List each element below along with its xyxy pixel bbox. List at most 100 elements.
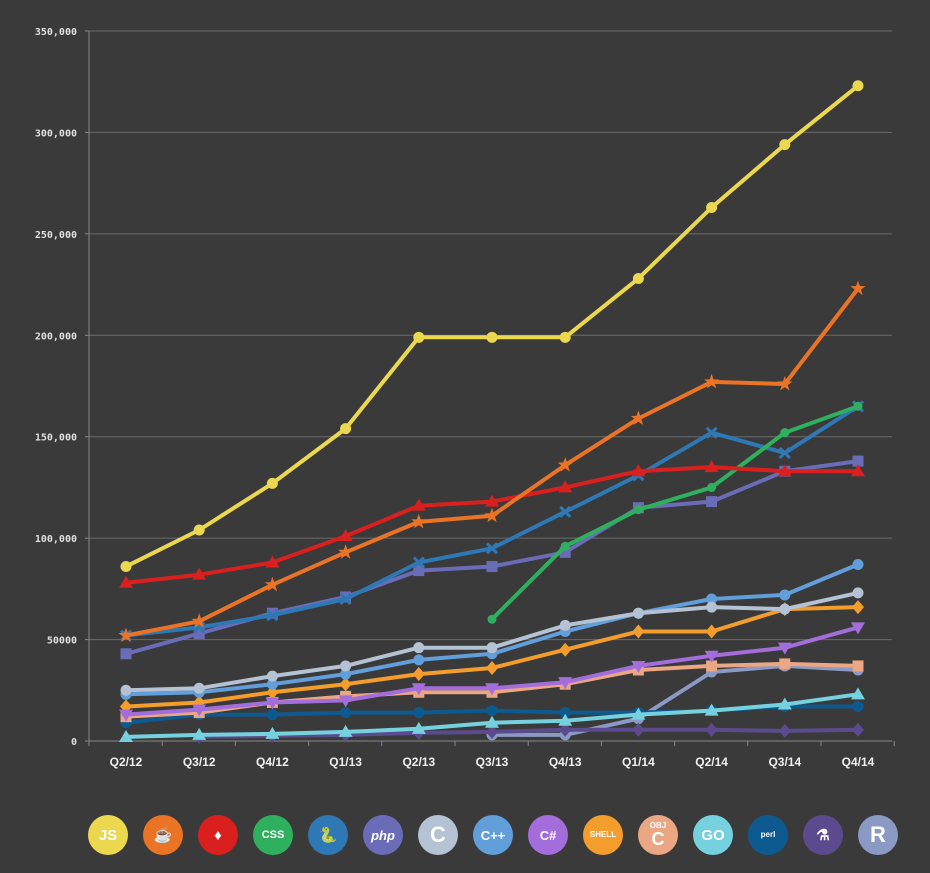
data-point bbox=[632, 722, 645, 737]
data-point bbox=[704, 650, 719, 663]
series-javascript bbox=[120, 80, 864, 573]
data-point bbox=[486, 660, 498, 675]
data-point bbox=[339, 592, 352, 606]
data-point bbox=[631, 464, 646, 477]
data-point bbox=[851, 622, 865, 635]
c-icon: C bbox=[430, 822, 446, 847]
series-css bbox=[487, 401, 863, 624]
data-point bbox=[411, 513, 427, 529]
data-point bbox=[338, 544, 354, 559]
series-line bbox=[199, 727, 859, 739]
data-point bbox=[485, 494, 499, 507]
data-point bbox=[413, 331, 425, 343]
line-chart: 0 50000 100,000 150,000 200,000 250,000 300,00… bbox=[35, 27, 895, 769]
data-point bbox=[778, 446, 791, 460]
data-point bbox=[265, 555, 280, 568]
data-point bbox=[779, 589, 791, 601]
data-point bbox=[192, 567, 207, 580]
y-tick-label: 100,000 bbox=[35, 534, 77, 545]
data-point bbox=[266, 709, 278, 721]
data-point bbox=[705, 426, 718, 439]
grid bbox=[89, 30, 892, 641]
series-line bbox=[492, 663, 859, 737]
data-point bbox=[412, 667, 425, 682]
legend-item-objective-c[interactable]: OBJ C bbox=[638, 815, 678, 855]
data-point bbox=[484, 507, 500, 523]
data-point bbox=[777, 642, 792, 655]
y-tick-label: 300,000 bbox=[35, 128, 77, 139]
css-icon: CSS bbox=[261, 828, 285, 841]
series-line bbox=[125, 459, 859, 656]
data-point bbox=[704, 460, 719, 473]
data-point bbox=[780, 428, 790, 438]
data-point bbox=[777, 464, 792, 477]
data-point bbox=[706, 201, 718, 213]
series-line bbox=[125, 590, 859, 693]
series-ruby bbox=[119, 460, 865, 588]
x-tick-label: Q3/13 bbox=[476, 755, 509, 769]
y-tick-label: 200,000 bbox=[35, 331, 77, 342]
legend-item-javascript[interactable]: JS bbox=[88, 815, 128, 855]
data-point bbox=[704, 373, 720, 389]
legend-item-r[interactable]: R bbox=[858, 815, 898, 855]
data-point bbox=[705, 722, 718, 737]
data-point bbox=[266, 670, 278, 682]
legend-item-shell[interactable]: SHELL bbox=[583, 815, 623, 855]
axes bbox=[88, 31, 892, 745]
data-point bbox=[486, 331, 498, 343]
data-point bbox=[852, 701, 864, 713]
data-point bbox=[486, 724, 498, 739]
data-point bbox=[559, 546, 571, 558]
data-point bbox=[411, 498, 426, 511]
data-point bbox=[411, 683, 426, 696]
perl-icon: perl bbox=[760, 830, 776, 839]
data-point bbox=[851, 464, 865, 477]
legend-item-java[interactable]: ☕ bbox=[143, 815, 183, 855]
data-point bbox=[413, 642, 425, 654]
series-group bbox=[118, 80, 866, 744]
data-point bbox=[485, 715, 499, 728]
x-tick-label: Q1/14 bbox=[622, 755, 655, 769]
legend-item-php[interactable]: php bbox=[363, 815, 403, 855]
data-point bbox=[120, 684, 132, 696]
x-tick-label: Q3/14 bbox=[768, 755, 801, 769]
data-point bbox=[779, 603, 791, 615]
data-point bbox=[631, 660, 646, 673]
data-point bbox=[704, 703, 719, 716]
legend-item-c[interactable]: C bbox=[418, 815, 458, 855]
y-tick-label: 50000 bbox=[47, 636, 77, 647]
data-point bbox=[853, 401, 863, 411]
cpp-icon: C++ bbox=[480, 827, 506, 843]
shell-icon: SHELL bbox=[589, 830, 617, 839]
data-point bbox=[340, 423, 352, 435]
x-tick-label: Q2/13 bbox=[402, 755, 435, 769]
legend-item-scheme[interactable]: ⚗ bbox=[803, 815, 843, 855]
data-point bbox=[706, 496, 718, 508]
r-icon: R bbox=[870, 822, 886, 847]
data-point bbox=[265, 726, 280, 739]
legend-item-python[interactable]: 🐍 bbox=[308, 815, 348, 855]
legend-item-c-[interactable]: C# bbox=[528, 815, 568, 855]
data-point bbox=[193, 682, 205, 694]
legend-item-perl[interactable]: perl bbox=[748, 815, 788, 855]
data-point bbox=[707, 482, 717, 492]
y-tick-label: 350,000 bbox=[35, 27, 77, 38]
data-point bbox=[559, 707, 571, 719]
data-point bbox=[852, 80, 864, 92]
y-tick-label: 150,000 bbox=[35, 433, 77, 444]
objc-c-glyph: C bbox=[651, 829, 665, 849]
data-point bbox=[193, 524, 205, 536]
data-point bbox=[559, 619, 571, 631]
data-point bbox=[559, 642, 572, 657]
data-point bbox=[486, 705, 498, 717]
legend-item-c-[interactable]: C++ bbox=[473, 815, 513, 855]
legend-item-css[interactable]: CSS bbox=[253, 815, 293, 855]
legend-item-ruby[interactable]: ♦ bbox=[198, 815, 238, 855]
series-java bbox=[118, 280, 866, 642]
data-point bbox=[485, 683, 499, 696]
legend-item-go[interactable]: GO bbox=[693, 815, 733, 855]
data-point bbox=[558, 677, 573, 690]
data-point bbox=[850, 280, 866, 296]
data-point bbox=[487, 614, 497, 624]
data-point bbox=[706, 593, 718, 605]
